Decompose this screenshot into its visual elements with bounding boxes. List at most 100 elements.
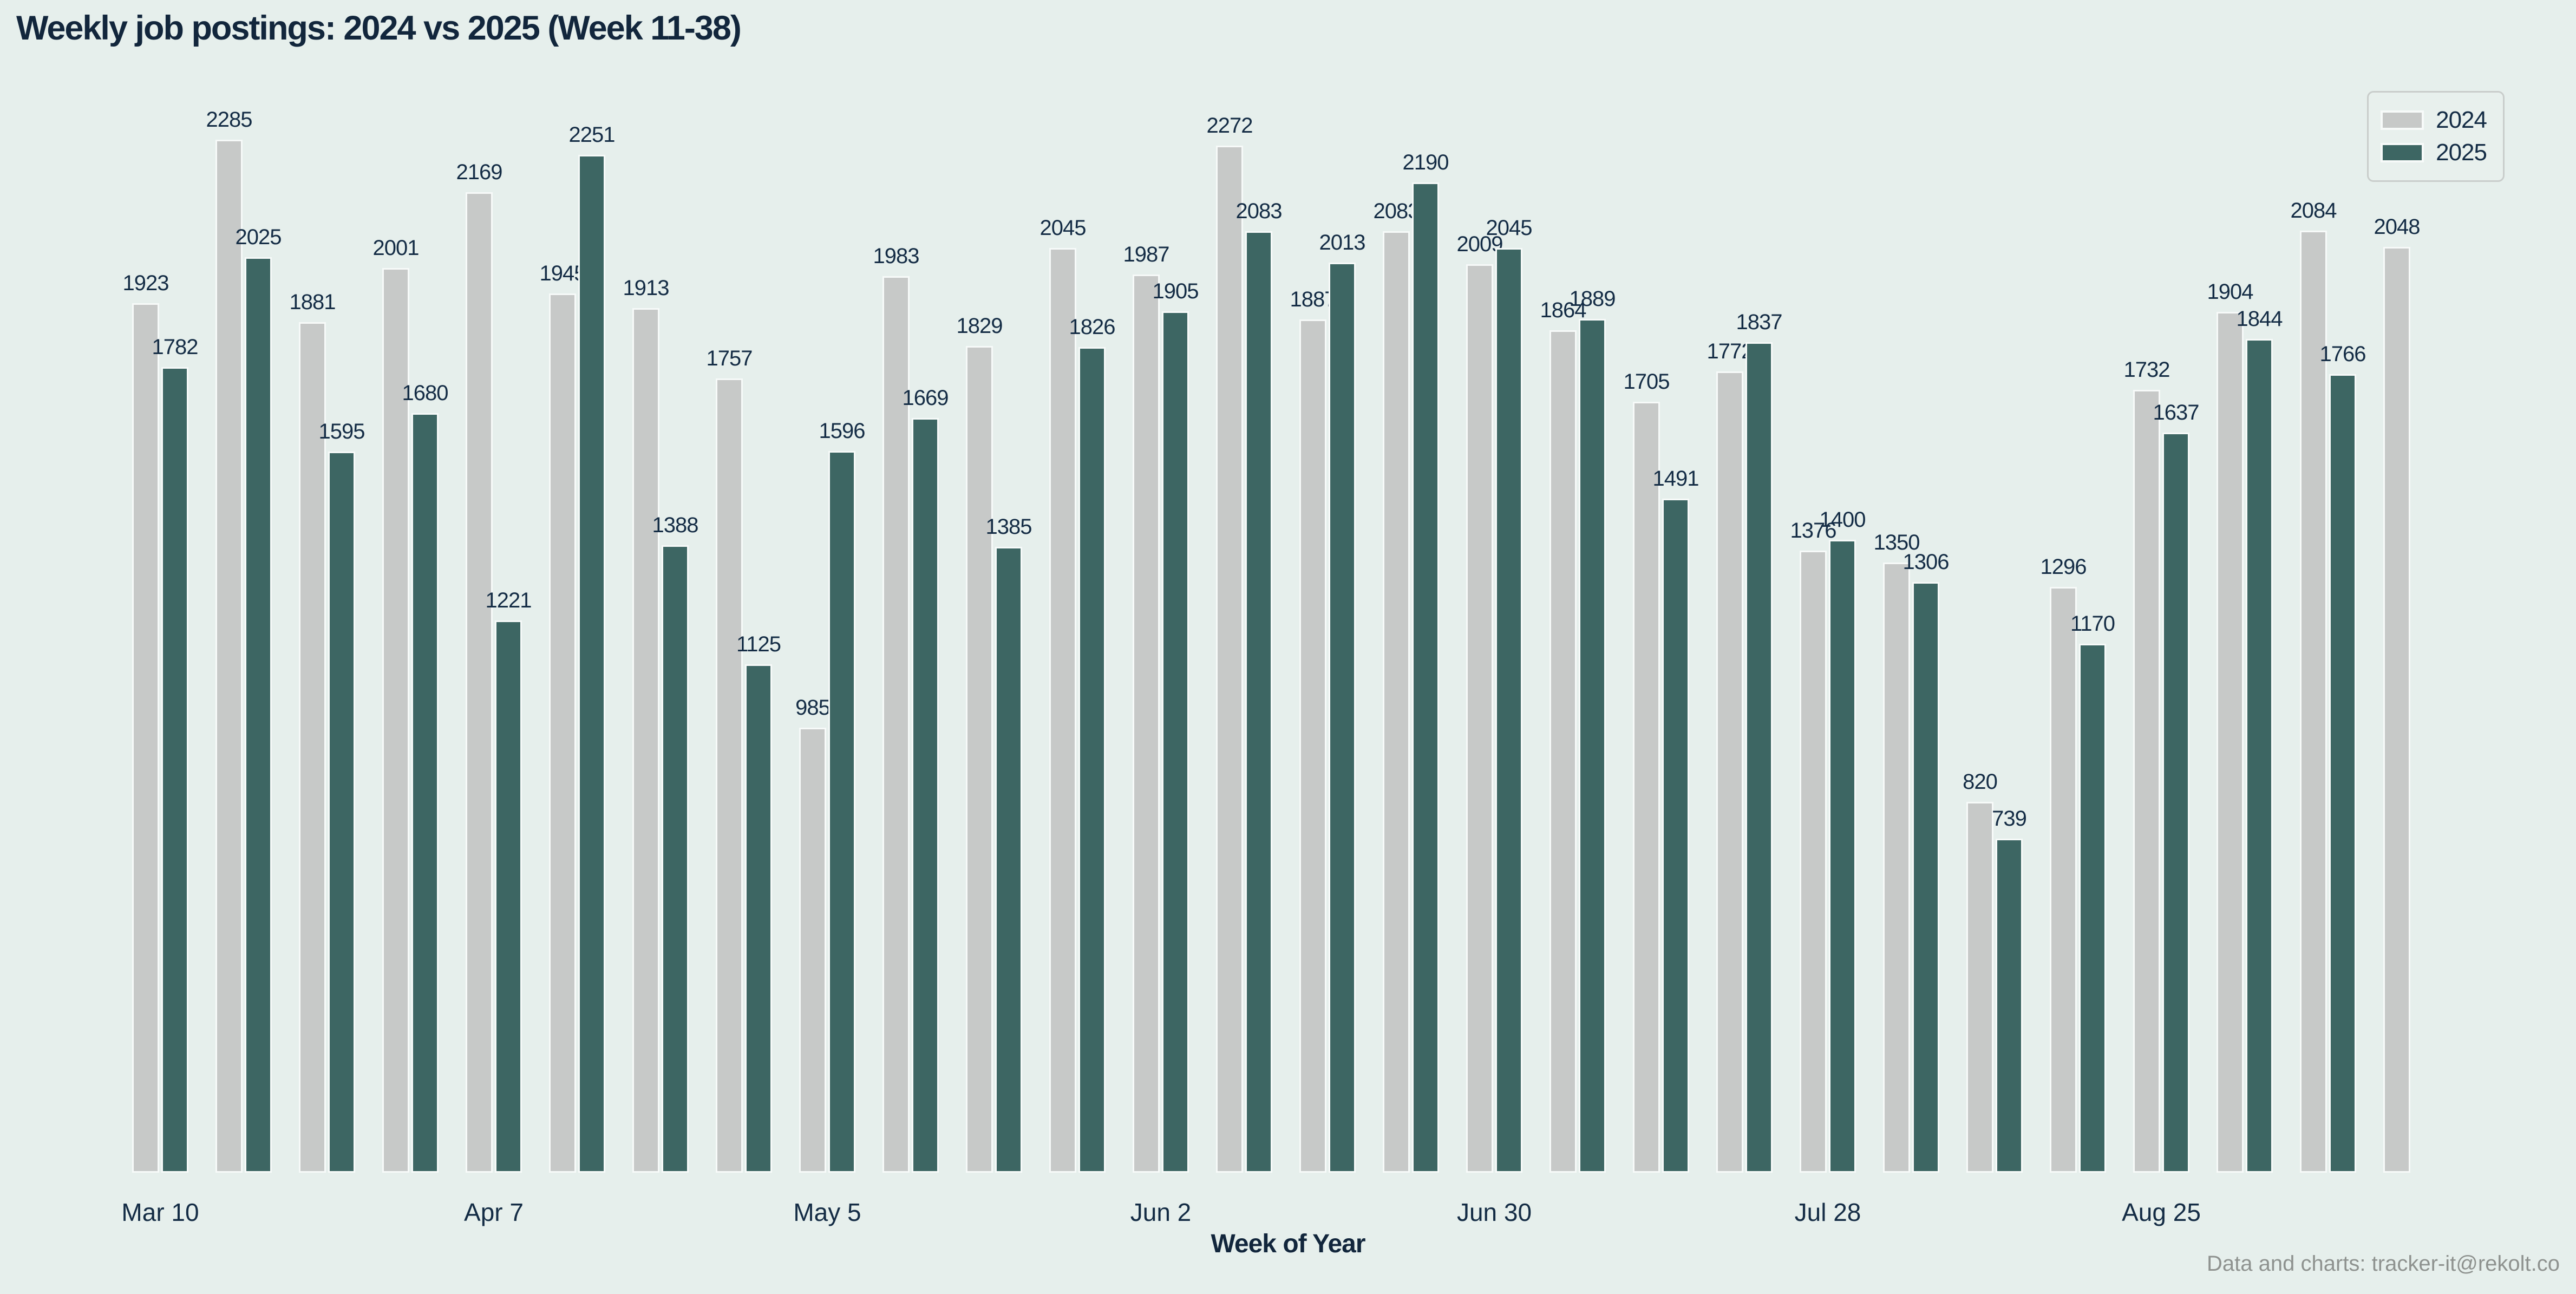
bar-2025-week-22 bbox=[1078, 347, 1106, 1173]
bar-value-label-2025-week-33: 739 bbox=[1992, 807, 2027, 831]
bar-value-label-2025-week-14: 1680 bbox=[402, 381, 449, 405]
bar-value-label-2024-week-31: 1376 bbox=[1790, 519, 1837, 543]
bar-2025-week-16 bbox=[578, 155, 605, 1173]
bar-2024-week-15 bbox=[466, 192, 493, 1173]
bar-2025-week-24 bbox=[1245, 231, 1272, 1173]
bar-value-label-2025-week-23: 1905 bbox=[1152, 279, 1199, 303]
bar-2024-week-29 bbox=[1633, 402, 1660, 1173]
bar-2024-week-24 bbox=[1216, 146, 1243, 1173]
bar-value-label-2025-week-24: 2083 bbox=[1235, 199, 1283, 223]
bar-value-label-2024-week-15: 2169 bbox=[456, 160, 503, 184]
bar-2024-week-36 bbox=[2217, 312, 2244, 1173]
bar-2024-week-28 bbox=[1549, 330, 1577, 1173]
bar-value-label-2024-week-24: 2272 bbox=[1206, 114, 1253, 138]
legend-row-2024: 2024 bbox=[2381, 107, 2487, 134]
bar-value-label-2025-week-19: 1596 bbox=[819, 419, 866, 443]
x-axis-title: Week of Year bbox=[1211, 1230, 1365, 1258]
bar-value-label-2024-week-17: 1913 bbox=[623, 276, 670, 300]
bar-2024-week-32 bbox=[1883, 563, 1910, 1173]
bar-value-label-2024-week-18: 1757 bbox=[706, 347, 753, 370]
bar-value-label-2024-week-34: 1296 bbox=[2040, 555, 2087, 579]
bar-value-label-2024-week-28: 1864 bbox=[1540, 298, 1587, 322]
bar-2024-week-38 bbox=[2383, 247, 2410, 1173]
bar-value-label-2024-week-13: 1881 bbox=[289, 290, 336, 314]
bar-2024-week-16 bbox=[549, 293, 576, 1173]
bar-2025-week-26 bbox=[1412, 182, 1439, 1173]
bar-2025-week-13 bbox=[328, 452, 355, 1173]
bar-value-label-2024-week-33: 820 bbox=[1963, 770, 1998, 794]
bar-value-label-2025-week-28: 1889 bbox=[1569, 287, 1616, 311]
bar-value-label-2024-week-22: 2045 bbox=[1039, 216, 1087, 240]
bar-2025-week-15 bbox=[495, 620, 522, 1173]
bar-2024-week-33 bbox=[1966, 802, 1993, 1173]
bar-2024-week-17 bbox=[632, 308, 659, 1173]
bar-value-label-2025-week-18: 1125 bbox=[736, 632, 781, 656]
legend-box: 2024 2025 bbox=[2367, 91, 2505, 182]
bar-2024-week-27 bbox=[1466, 264, 1493, 1173]
bar-value-label-2025-week-37: 1766 bbox=[2319, 342, 2366, 366]
x-tick-label-aug-25: Aug 25 bbox=[2122, 1198, 2201, 1226]
bar-2024-week-23 bbox=[1133, 275, 1160, 1173]
bar-2025-week-20 bbox=[912, 418, 939, 1173]
bar-2024-week-26 bbox=[1383, 231, 1410, 1173]
bar-value-label-2025-week-16: 2251 bbox=[568, 123, 616, 147]
bar-2025-week-18 bbox=[745, 664, 772, 1173]
bar-value-label-2024-week-38: 2048 bbox=[2374, 215, 2421, 239]
x-tick-label-jun-2: Jun 2 bbox=[1130, 1198, 1192, 1226]
bar-2025-week-35 bbox=[2162, 433, 2189, 1173]
bar-2024-week-18 bbox=[716, 378, 743, 1173]
bar-value-label-2025-week-17: 1388 bbox=[652, 513, 699, 537]
bar-2025-week-34 bbox=[2079, 644, 2106, 1173]
bar-value-label-2024-week-12: 2285 bbox=[206, 108, 253, 132]
bar-value-label-2025-week-15: 1221 bbox=[485, 589, 532, 612]
bar-value-label-2025-week-26: 2190 bbox=[1402, 151, 1449, 174]
bar-value-label-2025-week-25: 2013 bbox=[1319, 231, 1366, 254]
bar-value-label-2025-week-11: 1782 bbox=[152, 335, 199, 359]
bar-2025-week-19 bbox=[828, 451, 855, 1173]
bar-value-label-2024-week-37: 2084 bbox=[2290, 199, 2337, 223]
bar-value-label-2024-week-35: 1732 bbox=[2123, 358, 2170, 382]
bar-value-label-2025-week-32: 1306 bbox=[1902, 550, 1950, 574]
bar-2025-week-25 bbox=[1329, 263, 1356, 1173]
bar-2025-week-36 bbox=[2246, 339, 2273, 1173]
bar-2025-week-29 bbox=[1662, 499, 1689, 1173]
bar-value-label-2025-week-12: 2025 bbox=[235, 225, 282, 249]
x-tick-label-mar-10: Mar 10 bbox=[121, 1198, 199, 1226]
bar-2024-week-21 bbox=[966, 346, 993, 1173]
bar-value-label-2025-week-35: 1637 bbox=[2153, 401, 2200, 424]
bar-2024-week-19 bbox=[799, 728, 826, 1173]
bar-2025-week-30 bbox=[1745, 342, 1773, 1173]
chart-title: Weekly job postings: 2024 vs 2025 (Week … bbox=[16, 9, 742, 47]
legend-swatch-2025 bbox=[2381, 143, 2424, 162]
bar-2024-week-31 bbox=[1800, 551, 1827, 1173]
x-tick-label-apr-7: Apr 7 bbox=[464, 1198, 524, 1226]
bar-value-label-2025-week-21: 1385 bbox=[985, 515, 1032, 539]
x-tick-label-jun-30: Jun 30 bbox=[1456, 1198, 1532, 1226]
bar-2024-week-14 bbox=[382, 268, 409, 1173]
bar-value-label-2024-week-21: 1829 bbox=[956, 314, 1003, 338]
bar-value-label-2025-week-34: 1170 bbox=[2070, 612, 2115, 636]
bar-2025-week-33 bbox=[1996, 839, 2023, 1173]
bar-value-label-2025-week-20: 1669 bbox=[902, 386, 949, 410]
bar-value-label-2024-week-11: 1923 bbox=[122, 271, 169, 295]
bar-value-label-2025-week-36: 1844 bbox=[2236, 307, 2283, 331]
bar-2025-week-21 bbox=[995, 547, 1022, 1173]
legend-swatch-2024 bbox=[2381, 110, 2424, 130]
x-tick-label-jul-28: Jul 28 bbox=[1794, 1198, 1861, 1226]
bar-value-label-2025-week-31: 1400 bbox=[1819, 508, 1866, 532]
legend-row-2025: 2025 bbox=[2381, 139, 2487, 166]
bar-2025-week-31 bbox=[1829, 540, 1856, 1173]
bar-2024-week-20 bbox=[882, 276, 910, 1173]
bar-2025-week-14 bbox=[411, 413, 439, 1173]
bar-2025-week-17 bbox=[662, 545, 689, 1173]
x-tick-label-may-5: May 5 bbox=[793, 1198, 861, 1226]
bar-2024-week-34 bbox=[2050, 587, 2077, 1173]
bar-value-label-2025-week-13: 1595 bbox=[318, 420, 365, 443]
bar-value-label-2025-week-30: 1837 bbox=[1736, 310, 1783, 334]
bar-2025-week-32 bbox=[1912, 582, 1939, 1173]
bar-value-label-2024-week-20: 1983 bbox=[873, 244, 920, 268]
bar-2024-week-13 bbox=[299, 322, 326, 1173]
bar-2025-week-11 bbox=[161, 367, 188, 1173]
legend-label-2024: 2024 bbox=[2436, 107, 2487, 133]
